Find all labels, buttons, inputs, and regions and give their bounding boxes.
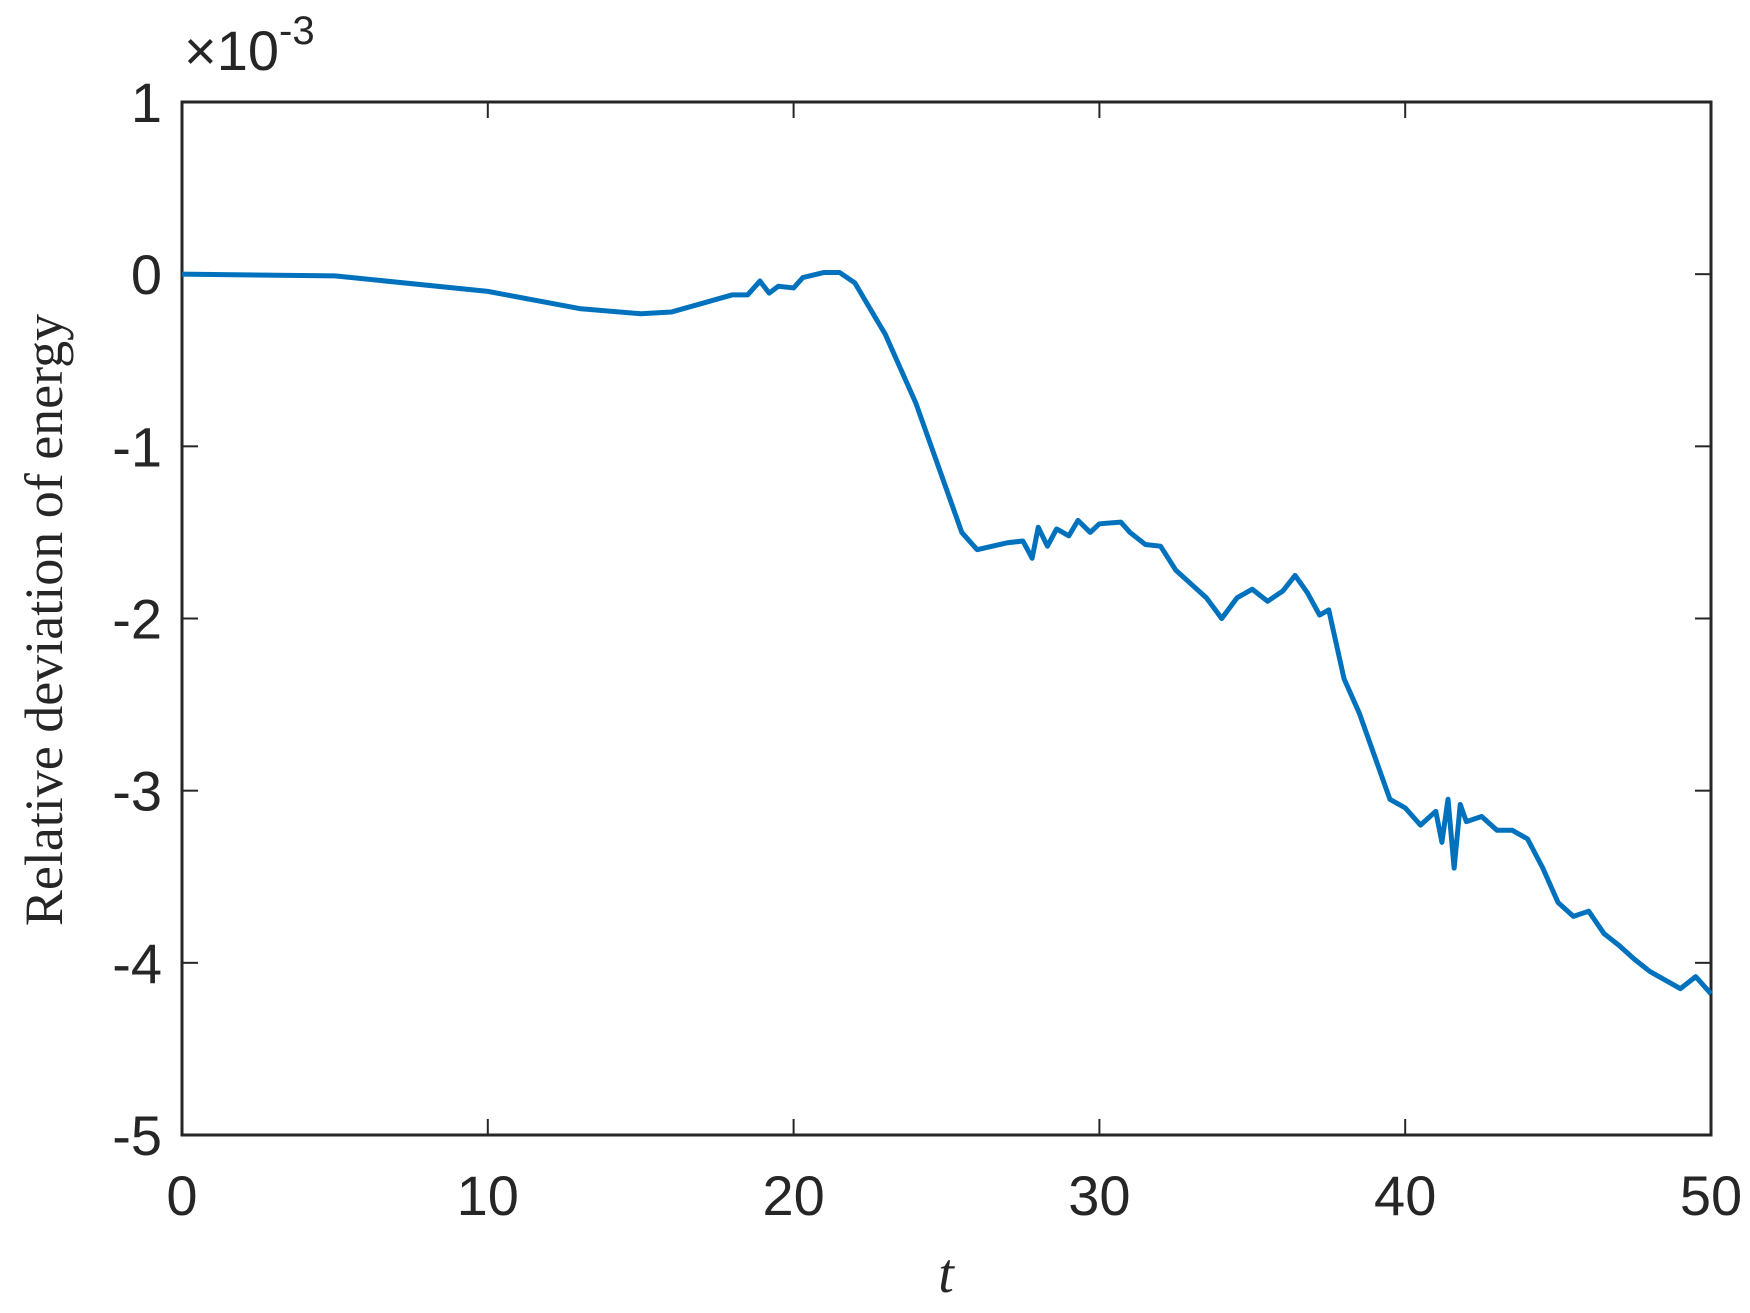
x-tick-label: 20	[762, 1164, 824, 1227]
y-axis-label: Relative deviation of energy	[14, 314, 74, 926]
data-line	[181, 269, 1713, 996]
y-tick-label: -1	[112, 415, 162, 478]
y-tick-label: 0	[131, 243, 162, 306]
x-tick-label: 0	[166, 1164, 197, 1227]
y-tick-label: 1	[131, 71, 162, 134]
axes-box	[180, 100, 1713, 1137]
x-axis-label: t	[938, 1243, 955, 1305]
x-tick-label: 50	[1680, 1164, 1742, 1227]
y-multiplier-base: ×10	[184, 19, 279, 82]
y-tick-label: -5	[112, 1104, 162, 1167]
y-tick-label: -4	[112, 932, 162, 995]
x-tick-label: 30	[1068, 1164, 1130, 1227]
y-tick-label: -2	[112, 588, 162, 651]
y-tick-label: -3	[112, 760, 162, 823]
x-tick-label: 10	[457, 1164, 519, 1227]
y-multiplier: ×10-3	[184, 9, 315, 82]
y-multiplier-exponent: -3	[279, 9, 315, 53]
x-tick-label: 40	[1374, 1164, 1436, 1227]
